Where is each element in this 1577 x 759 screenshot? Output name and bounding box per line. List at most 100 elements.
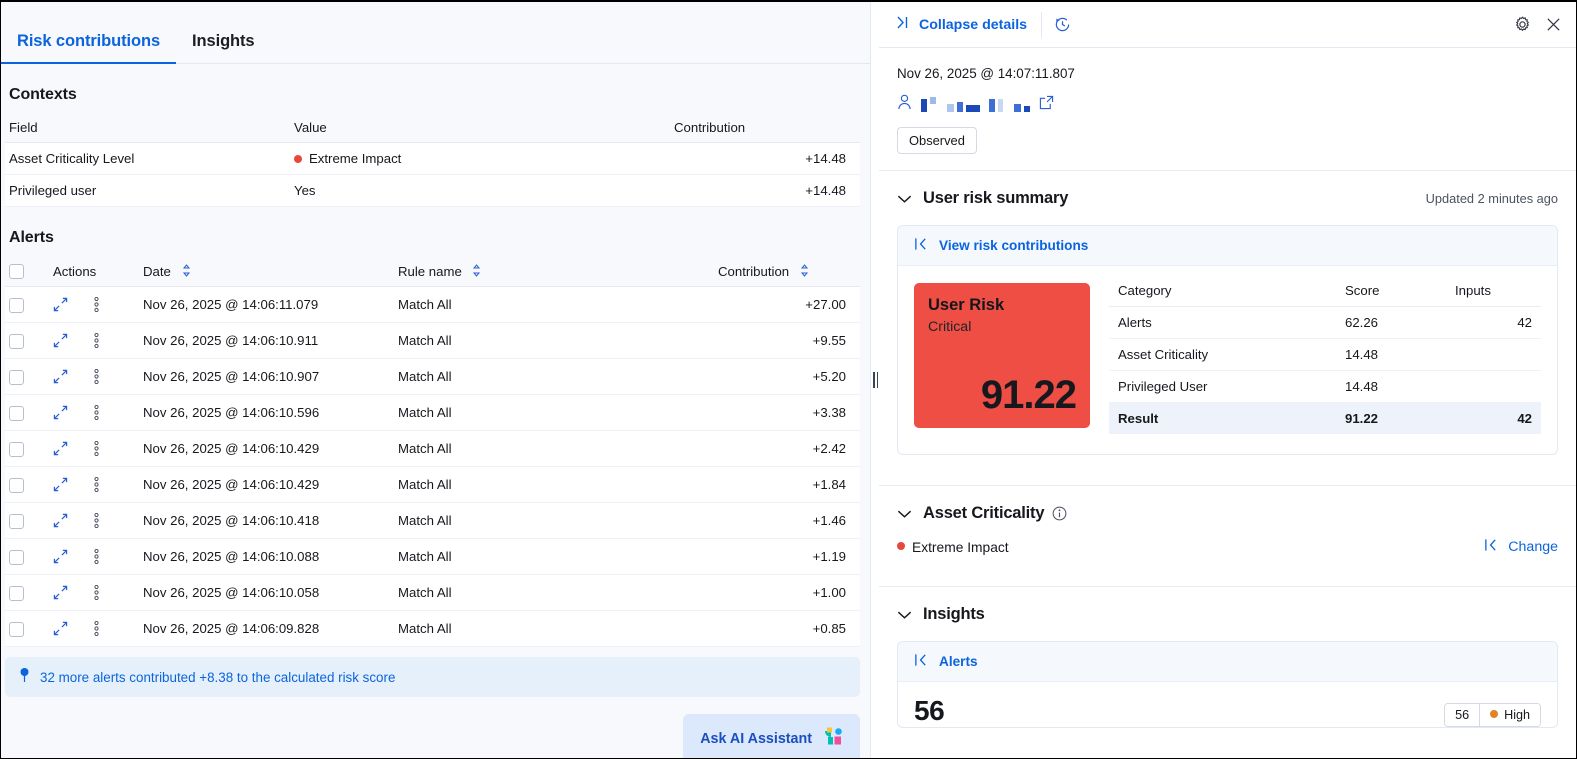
panel-resize-handle[interactable] xyxy=(870,2,879,758)
collapse-details-label: Collapse details xyxy=(919,16,1028,33)
redacted-username[interactable] xyxy=(921,97,980,112)
alerts-col-contribution[interactable]: Contribution xyxy=(714,257,860,288)
row-checkbox[interactable] xyxy=(9,405,24,421)
user-risk-summary-title: User risk summary xyxy=(923,189,1069,207)
more-actions-icon[interactable] xyxy=(94,584,99,601)
insights-pill-count[interactable]: 56 xyxy=(1445,704,1480,726)
chevron-down-icon[interactable] xyxy=(897,610,912,620)
alert-contribution: +9.55 xyxy=(714,322,860,360)
more-actions-icon[interactable] xyxy=(94,548,99,565)
expand-icon[interactable] xyxy=(53,297,68,312)
collapse-details-button[interactable]: Collapse details xyxy=(895,15,1041,34)
row-actions-cell xyxy=(39,358,139,396)
risk-category-name: Privileged User xyxy=(1109,370,1336,403)
header-divider xyxy=(1041,11,1043,38)
row-checkbox[interactable] xyxy=(9,369,24,385)
open-external-icon[interactable] xyxy=(1039,95,1054,115)
row-select-cell xyxy=(5,394,39,432)
alert-date: Nov 26, 2025 @ 14:06:10.911 xyxy=(139,322,394,360)
expand-icon[interactable] xyxy=(53,549,68,564)
insights-header: Insights xyxy=(879,587,1576,624)
status-badge[interactable]: Observed xyxy=(897,127,977,154)
insights-severity-pills: 56 High xyxy=(1444,703,1541,727)
risk-category-name: Result xyxy=(1109,402,1336,434)
contexts-field: Asset Criticality Level xyxy=(5,142,290,175)
expand-icon[interactable] xyxy=(53,477,68,492)
view-risk-contributions-link[interactable]: View risk contributions xyxy=(898,226,1557,266)
select-all-checkbox[interactable] xyxy=(9,264,24,280)
close-icon[interactable] xyxy=(1531,16,1562,33)
row-checkbox[interactable] xyxy=(9,333,24,349)
user-risk-card-body: User Risk Critical 91.22 Category Score … xyxy=(898,266,1557,454)
chevron-down-icon[interactable] xyxy=(897,509,912,519)
alert-date: Nov 26, 2025 @ 14:06:10.418 xyxy=(139,502,394,540)
table-row: Privileged user Yes +14.48 xyxy=(5,174,860,207)
expand-icon[interactable] xyxy=(53,621,68,636)
more-alerts-callout: 32 more alerts contributed +8.38 to the … xyxy=(5,657,860,698)
user-icon xyxy=(897,94,912,115)
observed-badge-row: Observed xyxy=(879,115,1576,154)
table-row: Asset Criticality Level Extreme Impact +… xyxy=(5,142,860,175)
contexts-col-value: Value xyxy=(290,114,670,143)
alerts-col-rule-name[interactable]: Rule name xyxy=(394,257,714,288)
row-checkbox[interactable] xyxy=(9,621,24,637)
more-actions-icon[interactable] xyxy=(94,296,99,313)
row-checkbox[interactable] xyxy=(9,513,24,529)
sort-icon[interactable] xyxy=(181,264,192,280)
expand-icon[interactable] xyxy=(53,513,68,528)
contexts-heading: Contexts xyxy=(9,86,77,103)
expand-icon[interactable] xyxy=(53,441,68,456)
more-actions-icon[interactable] xyxy=(94,512,99,529)
risk-category-header-row: Category Score Inputs xyxy=(1109,283,1541,307)
contexts-value-label: Extreme Impact xyxy=(309,151,402,166)
alert-rule-name: Match All xyxy=(394,322,714,360)
collapse-left-icon xyxy=(914,653,928,670)
info-icon[interactable] xyxy=(1052,506,1067,521)
table-row: Alerts 62.26 42 xyxy=(1109,306,1541,339)
alert-contribution: +1.19 xyxy=(714,538,860,576)
more-actions-icon[interactable] xyxy=(94,476,99,493)
ask-ai-assistant-button[interactable]: Ask AI Assistant xyxy=(683,714,860,758)
more-actions-icon[interactable] xyxy=(94,404,99,421)
gear-icon[interactable] xyxy=(1500,16,1531,33)
history-icon[interactable] xyxy=(1042,16,1083,33)
table-row: Nov 26, 2025 @ 14:06:10.088 Match All +1.1… xyxy=(5,538,860,576)
alert-contribution: +3.38 xyxy=(714,394,860,432)
insights-alerts-link[interactable]: Alerts xyxy=(898,642,1557,682)
more-actions-icon[interactable] xyxy=(94,368,99,385)
insights-count-row: 56 56 High xyxy=(914,695,1541,727)
alert-contribution: +1.84 xyxy=(714,466,860,504)
change-label: Change xyxy=(1508,539,1558,555)
expand-icon[interactable] xyxy=(53,333,68,348)
chevron-down-icon[interactable] xyxy=(897,194,912,204)
more-actions-icon[interactable] xyxy=(94,620,99,637)
alert-rule-name: Match All xyxy=(394,610,714,648)
more-actions-icon[interactable] xyxy=(94,332,99,349)
alert-contribution: +27.00 xyxy=(714,286,860,324)
tab-risk-contributions[interactable]: Risk contributions xyxy=(1,32,177,64)
contexts-header-row: Field Value Contribution xyxy=(5,114,860,143)
expand-icon[interactable] xyxy=(53,585,68,600)
alerts-col-date[interactable]: Date xyxy=(139,257,394,288)
redacted-user-domain[interactable] xyxy=(989,97,1030,112)
sort-icon[interactable] xyxy=(799,264,810,280)
expand-icon[interactable] xyxy=(53,405,68,420)
more-actions-icon[interactable] xyxy=(94,440,99,457)
row-checkbox[interactable] xyxy=(9,549,24,565)
row-checkbox[interactable] xyxy=(9,585,24,601)
user-risk-box-score: 91.22 xyxy=(980,373,1077,417)
row-checkbox[interactable] xyxy=(9,477,24,493)
change-criticality-button[interactable]: Change xyxy=(1484,538,1558,556)
row-select-cell xyxy=(5,286,39,324)
insights-pill-severity[interactable]: High xyxy=(1479,704,1540,726)
row-checkbox[interactable] xyxy=(9,297,24,313)
tab-insights[interactable]: Insights xyxy=(176,32,270,63)
sort-icon[interactable] xyxy=(471,264,482,280)
user-risk-score-box: User Risk Critical 91.22 xyxy=(914,283,1090,428)
contexts-contribution: +14.48 xyxy=(670,174,860,207)
expand-icon[interactable] xyxy=(53,369,68,384)
row-checkbox[interactable] xyxy=(9,441,24,457)
pin-icon xyxy=(19,668,30,686)
row-select-cell xyxy=(5,430,39,468)
ask-ai-row: Ask AI Assistant xyxy=(5,714,860,758)
